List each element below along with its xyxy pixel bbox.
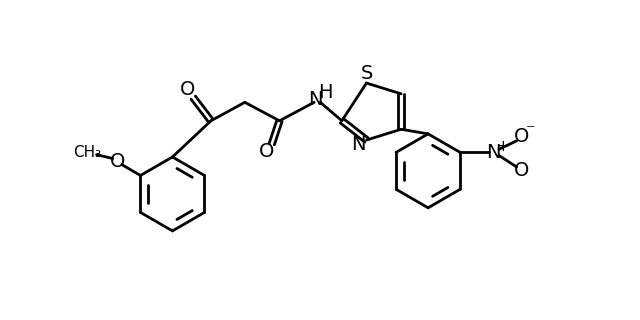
Text: O: O: [259, 142, 274, 161]
Text: O: O: [180, 81, 196, 100]
Text: N: N: [308, 91, 323, 109]
Text: N: N: [486, 143, 500, 162]
Text: +: +: [497, 139, 509, 154]
Text: ⁻: ⁻: [526, 122, 535, 140]
Text: S: S: [360, 64, 372, 83]
Text: O: O: [515, 127, 530, 147]
Text: H: H: [317, 83, 332, 102]
Text: O: O: [515, 161, 530, 180]
Text: O: O: [109, 152, 125, 171]
Text: N: N: [351, 135, 366, 154]
Text: CH₃: CH₃: [73, 145, 101, 160]
